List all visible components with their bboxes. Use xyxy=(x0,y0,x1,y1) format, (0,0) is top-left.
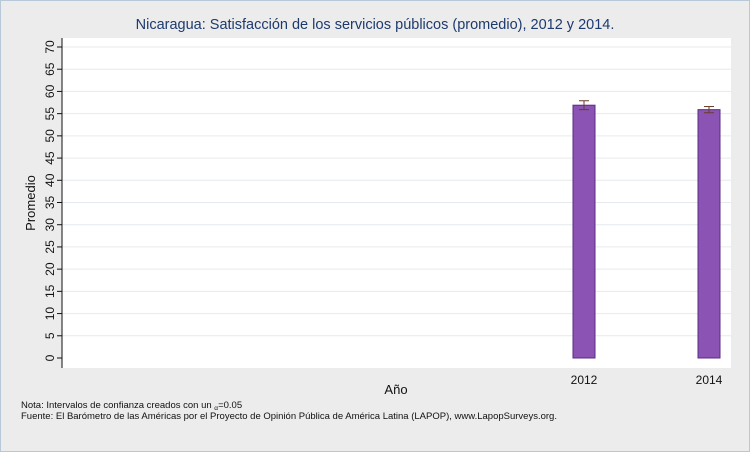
alpha-value: =0.05 xyxy=(218,400,243,411)
gridlines xyxy=(62,46,731,337)
x-axis-ticks: 2012 2014 xyxy=(571,373,723,387)
y-axis: 0 5 10 15 20 25 30 35 40 45 50 55 60 65 70 xyxy=(43,38,63,368)
y-tick-label: 60 xyxy=(43,84,57,98)
confidence-note: Nota: Intervalos de confianza creados co… xyxy=(21,400,242,412)
y-tick-label: 10 xyxy=(43,307,57,321)
source-note: Fuente: El Barómetro de las Américas por… xyxy=(21,411,557,422)
x-axis-label: Año xyxy=(384,382,407,397)
y-axis-label: Promedio xyxy=(23,175,38,231)
y-tick-label: 40 xyxy=(43,173,57,187)
y-tick-label: 0 xyxy=(43,354,57,361)
chart-title: Nicaragua: Satisfacción de los servicios… xyxy=(135,17,615,33)
y-tick-label: 30 xyxy=(43,218,57,232)
y-tick-label: 25 xyxy=(43,240,57,254)
y-tick-label: 65 xyxy=(43,62,57,76)
y-tick-label: 5 xyxy=(43,332,57,339)
bars xyxy=(572,100,721,359)
y-tick-label: 50 xyxy=(43,129,57,143)
y-tick-label: 55 xyxy=(43,107,57,121)
note-prefix: Nota: Intervalos de confianza creados co… xyxy=(21,400,215,411)
x-tick-label-2014: 2014 xyxy=(696,373,723,387)
bar-2012 xyxy=(572,104,596,359)
bar-2014 xyxy=(697,109,721,359)
alpha-symbol: α xyxy=(214,405,219,412)
x-tick-label-2012: 2012 xyxy=(571,373,598,387)
y-tick-label: 45 xyxy=(43,151,57,165)
y-tick-label: 35 xyxy=(43,196,57,210)
y-tick-label: 15 xyxy=(43,284,57,298)
y-tick-label: 70 xyxy=(43,40,57,54)
y-tick-label: 20 xyxy=(43,262,57,276)
